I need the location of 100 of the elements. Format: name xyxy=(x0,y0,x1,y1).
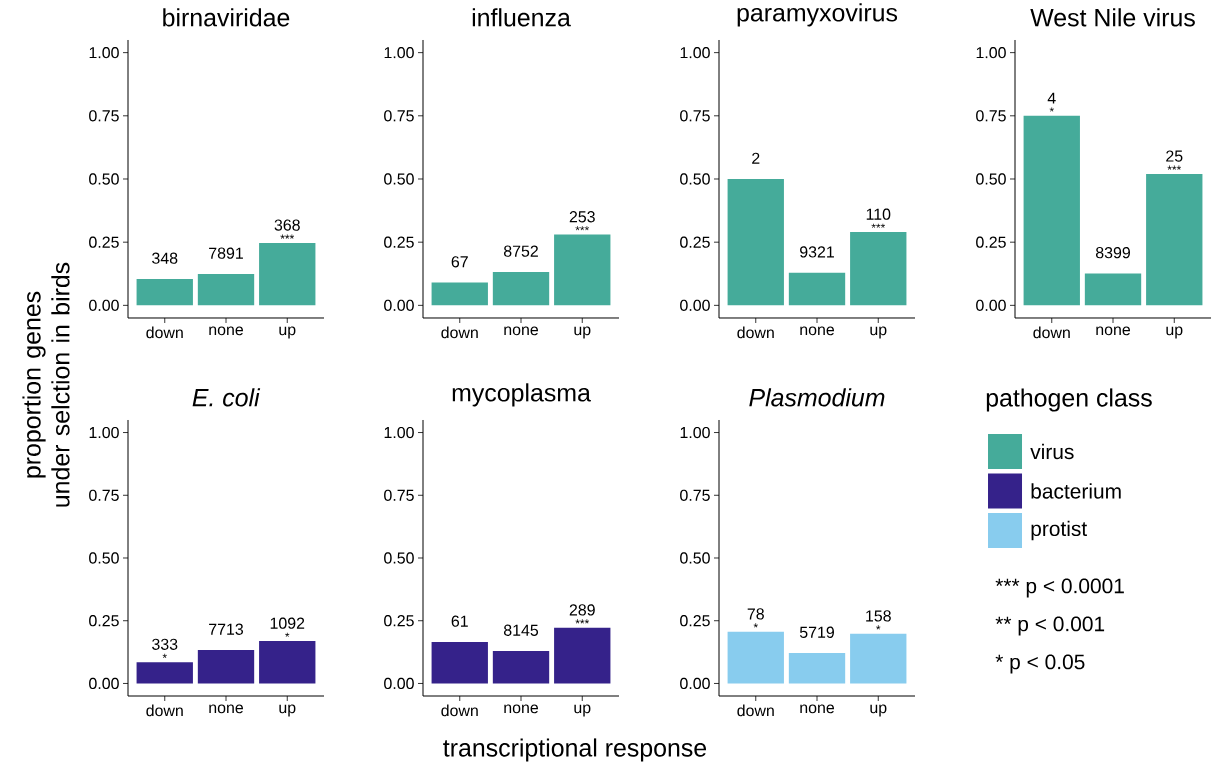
annotation: * xyxy=(1049,107,1054,112)
x-tick-label: down xyxy=(146,326,183,339)
annotation: 348 xyxy=(152,252,178,264)
category-label: bacterium xyxy=(1031,483,1121,499)
x-tick-label: up xyxy=(1166,326,1183,339)
bar xyxy=(136,662,193,684)
y-axis-title: proportion genes under selction in birds xyxy=(22,262,70,507)
y-tick-label: 0.50 xyxy=(89,552,119,564)
annotation: *** xyxy=(280,234,295,239)
annotation: * xyxy=(753,623,758,628)
legend-title: pathogen class xyxy=(986,388,1152,412)
x-tick-label: up xyxy=(279,704,296,717)
annotation: 9321 xyxy=(800,246,834,258)
text: * p < 0.05 xyxy=(995,654,1085,674)
chart-title: influenza xyxy=(472,8,571,27)
text: *** p < 0.0001 xyxy=(995,578,1124,598)
chart-title: mycoplasma xyxy=(452,383,591,407)
annotation: 7891 xyxy=(209,247,243,259)
y-tick-label: 0.75 xyxy=(680,489,710,501)
annotation: 7713 xyxy=(209,623,244,635)
y-tick-label: 0.50 xyxy=(976,173,1006,185)
bar xyxy=(1023,115,1080,306)
annotation: 78 xyxy=(747,608,764,620)
bar xyxy=(431,282,488,306)
y-tick-label: 0.00 xyxy=(976,299,1006,311)
annotation: 2 xyxy=(752,152,760,164)
y-tick-label: 0.50 xyxy=(89,173,119,185)
x-tick-label: none xyxy=(209,326,244,336)
x-tick-label: none xyxy=(800,326,835,336)
y-tick-label: 0.00 xyxy=(89,299,119,311)
y-tick-label: 1.00 xyxy=(680,46,710,59)
annotation: 333 xyxy=(152,638,178,650)
chart-title: birnaviridae xyxy=(163,8,290,27)
x-tick-label: down xyxy=(441,704,478,717)
text: ** p < 0.001 xyxy=(995,616,1105,636)
bar xyxy=(554,234,611,306)
x-tick-label: up xyxy=(870,704,887,717)
x-tick-label: up xyxy=(870,326,887,339)
bar xyxy=(850,232,907,306)
y-tick-label: 0.75 xyxy=(384,110,414,122)
y-tick-label: 0.75 xyxy=(976,110,1006,122)
x-tick-label: up xyxy=(574,704,591,717)
x-tick-label: none xyxy=(504,326,539,336)
annotation: 253 xyxy=(569,211,595,223)
x-tick-label: up xyxy=(279,326,296,339)
y-tick-label: 0.00 xyxy=(89,677,119,690)
annotation: 8145 xyxy=(503,624,539,636)
y-tick-label: 0.00 xyxy=(384,299,414,311)
annotation: 289 xyxy=(569,604,595,616)
chart-title: Plasmodium xyxy=(749,388,885,407)
annotation: 5719 xyxy=(799,626,834,638)
y-tick-label: 1.00 xyxy=(384,46,414,59)
chart-title: paramyxovirus xyxy=(737,3,898,27)
annotation: * xyxy=(162,653,167,658)
bar xyxy=(197,650,255,684)
annotation: 8752 xyxy=(503,245,538,257)
y-tick-label: 0.50 xyxy=(384,552,414,564)
x-tick-label: down xyxy=(441,326,478,339)
y-tick-label: 1.00 xyxy=(384,426,414,439)
x-tick-label: up xyxy=(574,326,591,339)
y-tick-label: 0.25 xyxy=(89,615,119,627)
y-tick-label: 0.75 xyxy=(89,489,119,501)
chart-title: E. coli xyxy=(192,388,261,407)
y-tick-label: 0.50 xyxy=(680,552,710,564)
y-tick-label: 0.75 xyxy=(680,110,710,122)
annotation: *** xyxy=(575,226,590,231)
y-tick-label: 0.00 xyxy=(384,677,414,690)
x-tick-label: down xyxy=(737,326,774,339)
annotation: *** xyxy=(575,619,590,624)
annotation: 8399 xyxy=(1095,247,1130,259)
annotation: 368 xyxy=(274,219,300,231)
x-tick-label: none xyxy=(1096,326,1131,336)
x-tick-label: down xyxy=(146,704,183,717)
x-tick-label: none xyxy=(800,704,835,714)
y-tick-label: 0.25 xyxy=(384,615,414,627)
y-tick-label: 0.25 xyxy=(680,236,710,248)
x-axis-title: transcriptional response xyxy=(443,738,707,762)
x-tick-label: down xyxy=(1033,326,1070,339)
annotation: * xyxy=(876,625,881,630)
annotation: 61 xyxy=(451,615,468,627)
x-tick-label: none xyxy=(504,704,539,714)
x-tick-label: none xyxy=(209,704,244,714)
x-tick-label: down xyxy=(737,704,774,717)
y-tick-label: 0.25 xyxy=(680,615,710,627)
y-tick-label: 0.50 xyxy=(680,173,710,185)
y-tick-label: 1.00 xyxy=(89,46,119,59)
y-tick-label: 0.75 xyxy=(384,489,414,501)
annotation: 25 xyxy=(1166,150,1183,162)
y-tick-label: 0.25 xyxy=(89,236,119,248)
bar xyxy=(727,178,784,306)
y-tick-label: 0.00 xyxy=(680,299,710,311)
annotation: 158 xyxy=(866,610,891,622)
y-tick-label: 0.50 xyxy=(384,173,414,185)
annotation: 1092 xyxy=(270,617,305,629)
y-tick-label: 1.00 xyxy=(976,46,1006,59)
y-tick-label: 1.00 xyxy=(89,426,119,439)
chart-title: West Nile virus xyxy=(1030,8,1195,27)
bar xyxy=(788,272,846,306)
category-label: protist xyxy=(1031,520,1088,541)
category-label: virus xyxy=(1030,443,1074,460)
